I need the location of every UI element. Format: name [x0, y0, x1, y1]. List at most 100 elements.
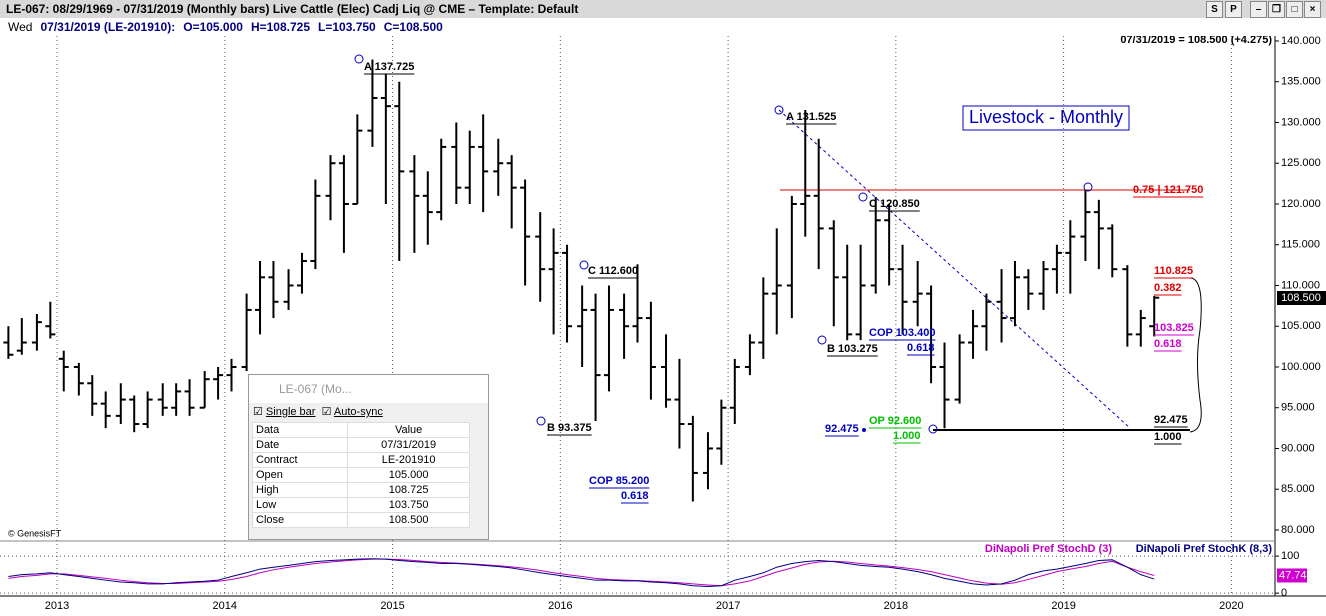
y-tick-label: 130.000	[1281, 116, 1321, 128]
annotation: COP 103.400	[869, 327, 935, 339]
y-tick-label: 0	[1281, 587, 1287, 599]
annotation: 0.382	[1154, 282, 1182, 294]
annotation: 92.475	[1154, 414, 1188, 426]
info-bar: 07/31/2019 (LE-201910):	[40, 20, 176, 34]
y-tick-label: 140.000	[1281, 36, 1321, 47]
dw-table: Data Value Date 07/31/2019 Contract LE-201910…	[251, 422, 470, 528]
annotation: C 120.850	[869, 198, 920, 210]
pivot	[354, 54, 364, 64]
legend-label: DiNapoli Pref StochK (8,3)	[1136, 543, 1273, 555]
pivot	[858, 192, 868, 202]
x-tick-label: 2019	[1051, 600, 1075, 612]
y-tick-label: 100	[1281, 550, 1299, 562]
title-box	[962, 105, 1130, 131]
indicator-label: 47.74	[1279, 569, 1307, 581]
annotation: 0.75 | 121.750	[1133, 184, 1203, 196]
annotation: A 137.725	[364, 61, 414, 73]
minimize[interactable]: –	[1250, 1, 1267, 18]
indicator-box	[1277, 568, 1307, 583]
price-label: 108.500	[1281, 292, 1321, 304]
y-tick-label: 85.000	[1281, 483, 1315, 495]
legend-label: DiNapoli Pref StochD (3)	[985, 543, 1112, 555]
table-cell: High	[251, 482, 349, 498]
table-cell: 07/31/2019	[347, 437, 470, 453]
pivot	[579, 260, 589, 270]
price-box	[1277, 291, 1326, 305]
window-title: LE-067: 08/29/1969 - 07/31/2019 (Monthly…	[6, 2, 579, 16]
title-bar: LE-067: 08/29/1969 - 07/31/2019 (Monthly…	[0, 0, 1326, 18]
trend-line	[778, 109, 1131, 429]
annotation: A 131.525	[786, 111, 836, 123]
annotation: B 93.375	[547, 422, 592, 434]
info-high: H=108.725	[250, 20, 311, 34]
pivot	[817, 335, 827, 345]
chart-title: Livestock - Monthly	[969, 107, 1123, 127]
y-tick-label: 115.000	[1281, 239, 1320, 251]
last-info: 07/31/2019 = 108.500 (+4.275)	[1120, 36, 1272, 46]
annotation: COP 85.200	[589, 475, 649, 487]
checkbox-label[interactable]: Auto-sync	[333, 406, 383, 418]
op-dot	[862, 428, 866, 432]
table-cell: Close	[251, 512, 349, 528]
brace	[1189, 277, 1202, 433]
annotation: 92.475	[825, 423, 859, 435]
x-tick-label: 2018	[884, 600, 908, 612]
button[interactable]: P	[1225, 1, 1242, 18]
pivot	[774, 105, 784, 115]
info-close: C=108.500	[383, 20, 443, 34]
table-cell: Open	[251, 467, 349, 483]
annotation: 0.618	[1154, 338, 1182, 350]
header-cell: Data	[251, 422, 349, 438]
x-tick-label: 2015	[380, 600, 404, 612]
y-tick-label: 95.000	[1281, 402, 1315, 414]
button[interactable]: S	[1206, 1, 1223, 18]
indicator-line	[8, 558, 1155, 587]
y-tick-label: 100.000	[1281, 361, 1321, 373]
copyright: © GenesisFT	[8, 528, 62, 538]
annotation: 103.825	[1154, 322, 1194, 334]
x-tick-label: 2013	[45, 600, 69, 612]
annotation: 0.618	[621, 490, 649, 502]
table-cell: 103.750	[347, 497, 470, 513]
y-tick-label: 125.000	[1281, 157, 1321, 169]
chart: Livestock - Monthly 07/31/2019 = 108.500…	[0, 36, 1326, 612]
header-cell: Value	[347, 422, 470, 438]
info-line: Wed 07/31/2019 (LE-201910): O=105.000 H=108…	[0, 18, 1326, 36]
indicator-line	[8, 558, 1155, 587]
annotation: C 112.600	[588, 265, 638, 277]
table-cell: Contract	[251, 452, 349, 468]
info-day: Wed	[8, 20, 33, 34]
y-tick-label: 110.000	[1281, 279, 1320, 291]
table-cell: Date	[251, 437, 349, 453]
y-tick-label: 80.000	[1281, 524, 1315, 536]
pivot	[536, 416, 546, 426]
annotation: 1.000	[1154, 431, 1182, 443]
x-tick-label: 2014	[213, 600, 237, 612]
table-cell: Low	[251, 497, 349, 513]
annotation: 110.825	[1154, 265, 1193, 277]
annotation: 1.000	[893, 430, 921, 442]
x-tick-label: 2020	[1219, 600, 1243, 612]
close[interactable]: ×	[1304, 1, 1321, 18]
checkbox-label[interactable]: Single bar	[265, 406, 316, 418]
data-window[interactable]: LE-067 (Mo... ☑ Single bar ☑ Auto-sync D…	[248, 374, 489, 540]
y-tick-label: 120.000	[1281, 198, 1321, 210]
table-cell: 108.725	[347, 482, 470, 498]
table-cell: 105.000	[347, 467, 470, 483]
pivot	[1083, 182, 1093, 192]
table-cell: 108.500	[347, 512, 470, 528]
x-tick-label: 2017	[716, 600, 740, 612]
info-low: L=103.750	[318, 20, 376, 34]
annotation: B 103.275	[827, 343, 878, 355]
dw-title: LE-067 (Mo...	[249, 375, 488, 403]
annotation: OP 92.600	[869, 415, 921, 427]
annotation: 0.618	[907, 342, 935, 354]
restore[interactable]: ❐	[1268, 1, 1285, 18]
table-cell: LE-201910	[347, 452, 470, 468]
y-tick-label: 90.000	[1281, 442, 1315, 454]
pivot	[928, 424, 938, 434]
x-tick-label: 2016	[548, 600, 572, 612]
maximize[interactable]: □	[1286, 1, 1303, 18]
info-open: O=105.000	[183, 20, 243, 34]
